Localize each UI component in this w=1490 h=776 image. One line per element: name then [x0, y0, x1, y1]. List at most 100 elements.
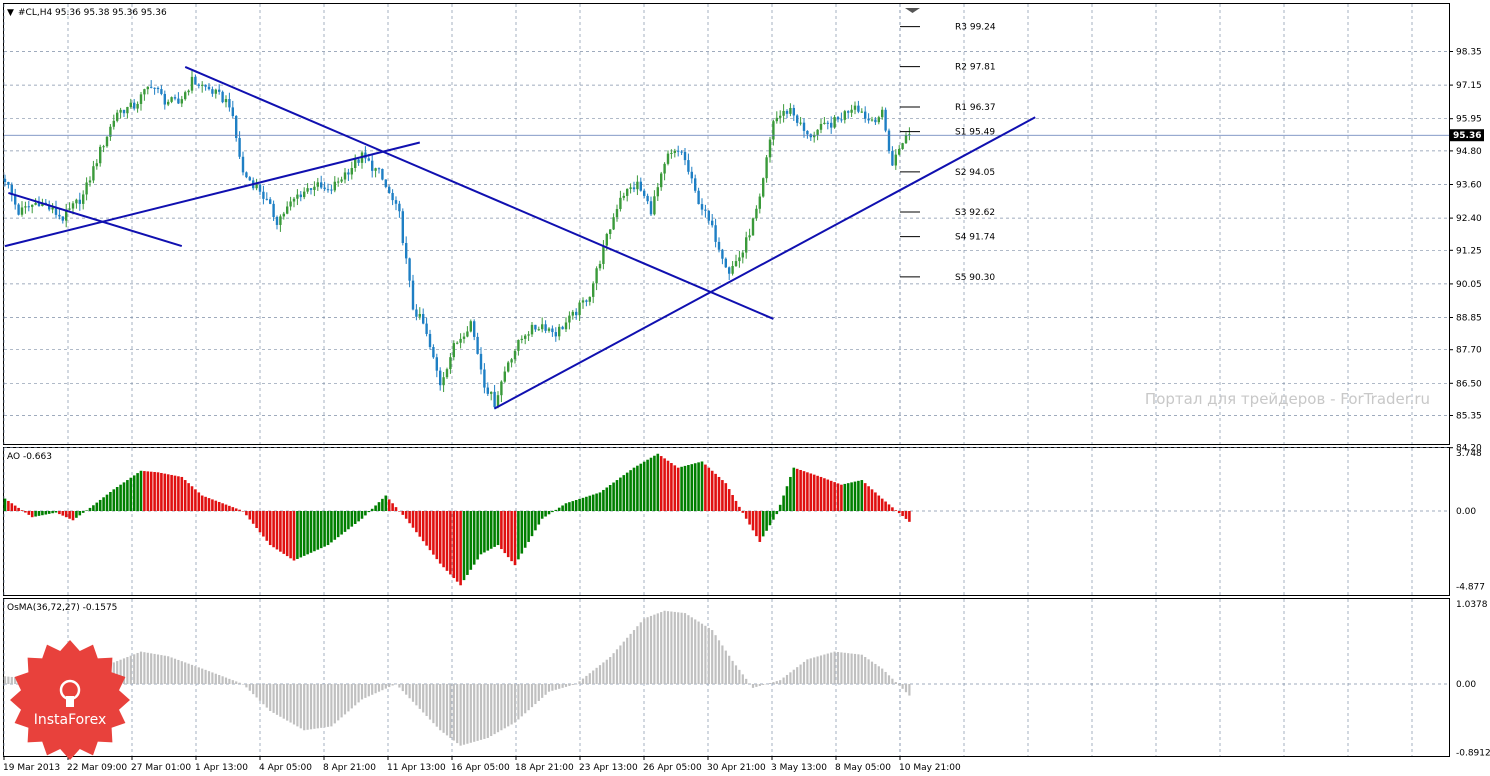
axes: 98.35 97.15 95.95 94.80 93.60 92.40 91.25 90.05…	[3, 48, 1490, 774]
ao-bar	[54, 511, 58, 513]
ao-bar	[207, 498, 211, 511]
ao-bar	[347, 511, 350, 530]
candle-body	[245, 172, 248, 178]
ao-bar	[129, 477, 133, 511]
time-tick-label: 23 Apr 13:00	[579, 763, 638, 773]
pivot-label-r1: R1 96.37	[955, 103, 996, 113]
candle-body	[864, 111, 867, 119]
ao-bar	[476, 511, 479, 560]
ao-bar	[799, 469, 802, 511]
candle-body	[792, 107, 795, 116]
ao-bar	[870, 489, 874, 511]
candle-body	[660, 173, 663, 188]
candle-body	[99, 146, 102, 164]
osma-bar	[721, 645, 724, 684]
menu-arrow-icon[interactable]: ▼	[7, 8, 14, 18]
ao-bar	[704, 464, 707, 511]
candle-body	[598, 263, 602, 269]
ao-bar	[438, 511, 442, 564]
ao-bar	[231, 507, 235, 511]
osma-bar	[439, 684, 442, 731]
candle-body	[313, 186, 316, 190]
candle-body	[772, 121, 775, 140]
candle-body	[731, 265, 734, 274]
osma-bar	[809, 658, 812, 684]
ao-bar	[333, 511, 337, 540]
osma-bar	[853, 653, 857, 684]
osma-bar	[146, 652, 149, 684]
ao-bar	[200, 495, 204, 511]
ao-bar	[731, 495, 734, 511]
ao-bar	[394, 507, 398, 511]
ao-bar	[377, 502, 381, 511]
candle-body	[34, 202, 37, 205]
osma-bar	[320, 684, 323, 728]
osma-bar	[408, 684, 411, 699]
osma-bar	[636, 626, 639, 684]
candle-body	[3, 178, 7, 183]
ao-bar	[527, 511, 530, 542]
ao-bar	[693, 463, 697, 511]
candle-body	[874, 119, 877, 123]
candle-body	[619, 197, 622, 210]
osma-bar	[887, 675, 891, 684]
ao-bar	[734, 500, 738, 511]
ao-bar	[632, 467, 636, 511]
candle-body	[10, 184, 13, 196]
ao-tick-label: 3.748	[1456, 449, 1482, 459]
ao-bar	[714, 473, 717, 511]
osma-bar	[245, 684, 248, 688]
ao-bar	[540, 511, 544, 519]
osma-bar	[785, 674, 789, 684]
osma-bar	[585, 675, 588, 684]
candle-body	[377, 168, 381, 170]
candle-body	[649, 201, 653, 215]
ao-bar	[863, 483, 867, 511]
ao-bar	[177, 476, 180, 511]
ao-bar	[683, 465, 687, 511]
ao-bar	[751, 511, 755, 531]
candle-body	[415, 309, 418, 317]
time-tick-label: 8 Apr 21:00	[323, 763, 376, 773]
osma-bar	[377, 684, 381, 692]
ao-bar	[724, 483, 728, 511]
ao-bar	[20, 510, 24, 511]
osma-bar	[14, 677, 17, 684]
ao-bar	[496, 511, 500, 546]
candle-body	[816, 129, 819, 135]
ao-bar	[255, 511, 258, 529]
osma-bar	[520, 684, 523, 717]
ao-bar	[537, 511, 541, 525]
candle-body	[881, 109, 884, 118]
ao-bar	[894, 510, 898, 511]
ao-bar	[353, 511, 357, 524]
candle-body	[605, 233, 608, 246]
ao-bar	[160, 472, 163, 511]
candle-body	[439, 370, 442, 386]
ao-bar	[636, 465, 639, 511]
osma-bar	[306, 684, 309, 730]
ao-bar	[88, 507, 92, 511]
candle-body	[241, 156, 245, 173]
ao-bar	[391, 503, 394, 511]
ao-bar	[92, 505, 95, 511]
ao-bar	[183, 480, 187, 511]
candle-body	[384, 179, 387, 187]
ao-bar	[816, 475, 819, 511]
candle-body	[513, 350, 517, 360]
ao-bar	[296, 511, 299, 559]
candle-body	[639, 181, 642, 191]
ao-bar	[58, 511, 61, 515]
time-tick-label: 4 Apr 05:00	[259, 763, 312, 773]
ao-bar	[721, 480, 724, 511]
candle-body	[20, 207, 24, 215]
ao-bar	[268, 511, 272, 546]
candle-body	[177, 98, 180, 104]
ao-bar	[510, 511, 513, 562]
osma-bar	[445, 684, 449, 736]
candle-body	[102, 146, 105, 148]
candle-body	[296, 194, 299, 199]
candle-body	[588, 296, 591, 302]
ao-bar	[323, 511, 326, 547]
osma-bar	[745, 678, 748, 684]
